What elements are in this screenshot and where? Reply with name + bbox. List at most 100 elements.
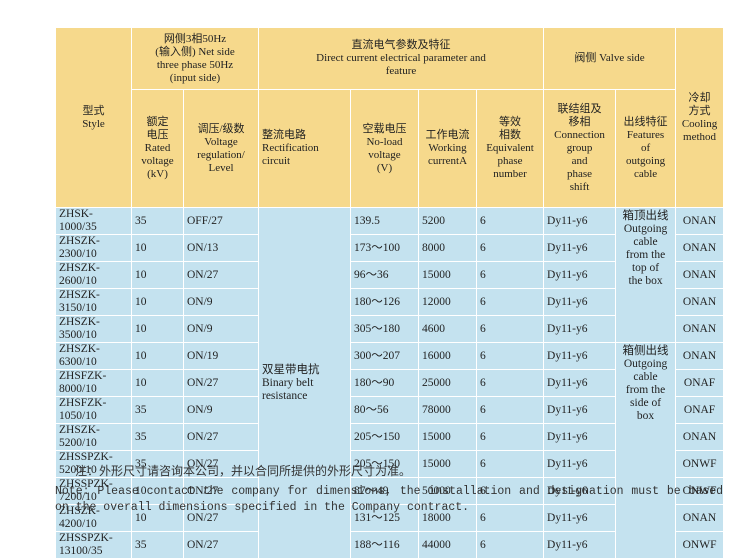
data-cell: Dy11-y6 <box>543 207 617 235</box>
data-cell: 188～116 <box>350 531 419 559</box>
data-cell: ON/13 <box>183 234 259 262</box>
header-cell: 额定 电压 Rated voltage (kV) <box>131 89 184 208</box>
table-row: ZHSZK-2300/10 10 ON/13 173～100 8000 6 Dy11-y6 O… <box>55 234 725 262</box>
data-cell: 10 <box>131 342 184 370</box>
data-cell: ZHSZK-2600/10 <box>55 261 132 289</box>
data-cell: 15000 <box>418 450 477 478</box>
data-cell: 205～150 <box>350 423 419 451</box>
table-row: ZHSZK-3500/10 10 ON/9 305～180 4600 6 Dy11-y6 ON… <box>55 315 725 343</box>
data-cell: ZHSZK-5200/10 <box>55 423 132 451</box>
header-cell: 等效 相数 Equivalent phase number <box>475 89 545 208</box>
data-cell: Dy11-y6 <box>543 342 617 370</box>
data-cell: ZHSFZK-1050/10 <box>55 396 132 424</box>
data-cell: 35 <box>131 531 184 559</box>
data-cell: 10 <box>131 234 184 262</box>
data-cell: 12000 <box>418 288 477 316</box>
data-cell: ONAN <box>675 504 725 532</box>
data-cell: Dy11-y6 <box>543 504 617 532</box>
header-cell: 网侧3相50Hz (输入侧) Net side three phase 50Hz… <box>131 27 259 90</box>
data-cell: 305～180 <box>350 315 419 343</box>
table-row: ZHSSPZK-5200/10 35 ON/27 205～150 15000 6 Dy11-… <box>55 450 725 478</box>
data-cell: 15000 <box>418 423 477 451</box>
note-cn: 注：外形尺寸请咨询本公司，并以合同所提供的外形尺寸为准。 <box>75 464 412 478</box>
data-cell: 35 <box>131 450 184 478</box>
header-cell: 整流电路 Rectification circuit <box>258 89 351 208</box>
data-cell: 15000 <box>418 261 477 289</box>
data-cell: Dy11-y6 <box>543 531 617 559</box>
data-cell: ONAF <box>675 369 725 397</box>
data-cell: Dy11-y6 <box>543 450 617 478</box>
data-cell: 131～125 <box>350 504 419 532</box>
data-cell: Dy11-y6 <box>543 423 617 451</box>
data-cell: 300～207 <box>350 342 419 370</box>
data-cell: 6 <box>475 504 545 532</box>
data-cell: ZHSZK-3500/10 <box>55 315 132 343</box>
data-cell: ON/9 <box>183 288 259 316</box>
note-en: Note: Please contact the company for dim… <box>55 485 723 514</box>
header-cell: 阀侧 Valve side <box>543 27 677 90</box>
data-cell: ONAF <box>675 396 725 424</box>
data-cell: ON/27 <box>183 504 259 532</box>
data-cell: 6 <box>475 342 545 370</box>
table-row: ZHSZK-3150/10 10 ON/9 180～126 12000 6 Dy11-y6 O… <box>55 288 725 316</box>
data-cell: Dy11-y6 <box>543 315 617 343</box>
data-cell: ON/9 <box>183 396 259 424</box>
header-cell: 调压/级数 Voltage regulation/ Level <box>183 89 259 208</box>
data-cell: 6 <box>475 288 545 316</box>
data-cell: ONAN <box>675 315 725 343</box>
table-row: ZHSK-1000/35 35 OFF/27 双星带电抗 Binary belt re… <box>55 207 725 559</box>
data-cell: 6 <box>475 261 545 289</box>
data-cell: 4600 <box>418 315 477 343</box>
data-cell: 6 <box>475 234 545 262</box>
spec-table: 型式 Style 网侧3相50Hz (输入侧) Net side three p… <box>55 27 725 559</box>
data-cell: 6 <box>475 477 545 505</box>
data-cell: 205～150 <box>350 450 419 478</box>
data-cell: 6 <box>475 396 545 424</box>
data-cell: ONAN <box>675 261 725 289</box>
data-cell: ONAN <box>675 423 725 451</box>
data-cell: 180～90 <box>350 369 419 397</box>
data-cell: Dy11-y6 <box>543 234 617 262</box>
data-cell: OFF/27 <box>183 207 259 235</box>
header-cell: 出线特征 Features of outgoing cable <box>615 89 677 208</box>
data-cell: ZHSZK-6300/10 <box>55 342 132 370</box>
data-cell: 6 <box>475 423 545 451</box>
outgoing-cell: 箱顶出线 Outgoing cable from the top of the … <box>615 207 677 343</box>
header-cell: 空载电压 No-load voltage (V) <box>350 89 419 208</box>
data-cell: 80～56 <box>350 396 419 424</box>
data-cell: ZHSFZK-8000/10 <box>55 369 132 397</box>
data-cell: ZHSZK-2300/10 <box>55 234 132 262</box>
data-cell: 6 <box>475 369 545 397</box>
data-cell: ON/27 <box>183 450 259 478</box>
data-cell: 25000 <box>418 369 477 397</box>
data-cell: 96～36 <box>350 261 419 289</box>
data-cell: 35 <box>131 423 184 451</box>
data-cell: ON/27 <box>183 423 259 451</box>
data-cell: 6 <box>475 207 545 235</box>
header-cell: 冷却 方式 Cooling method <box>675 27 725 208</box>
data-cell: 6 <box>475 531 545 559</box>
data-cell: Dy11-y6 <box>543 477 617 505</box>
table-row: ZHSSPZK-7200/10 10 ON/27 87～49 50000 6 Dy11-y6… <box>55 477 725 505</box>
header-cell: 工作电流 Working currentA <box>418 89 477 208</box>
data-cell: ON/27 <box>183 261 259 289</box>
header-cell: 联结组及 移相 Connection group and phase shift <box>543 89 617 208</box>
data-cell: 10 <box>131 504 184 532</box>
data-cell: Dy11-y6 <box>543 288 617 316</box>
data-cell: Dy11-y6 <box>543 369 617 397</box>
table-row: ZHSZK-2600/10 10 ON/27 96～36 15000 6 Dy11-y6 ON… <box>55 261 725 289</box>
data-cell: 139.5 <box>350 207 419 235</box>
data-cell: 8000 <box>418 234 477 262</box>
data-cell: 10 <box>131 315 184 343</box>
data-cell: 10 <box>131 477 184 505</box>
data-cell: ONAN <box>675 234 725 262</box>
data-cell: 180～126 <box>350 288 419 316</box>
table-row: ZHSZK-5200/10 35 ON/27 205～150 15000 6 Dy11-y6… <box>55 423 725 451</box>
data-cell: ON/19 <box>183 342 259 370</box>
data-cell: 50000 <box>418 477 477 505</box>
data-cell: 6 <box>475 450 545 478</box>
table-row: ZHSFZK-1050/10 35 ON/9 80～56 78000 6 Dy11-y6 ON… <box>55 396 725 424</box>
data-cell: ZHSSPZK-13100/35 <box>55 531 132 559</box>
data-cell: ONWF <box>675 477 725 505</box>
